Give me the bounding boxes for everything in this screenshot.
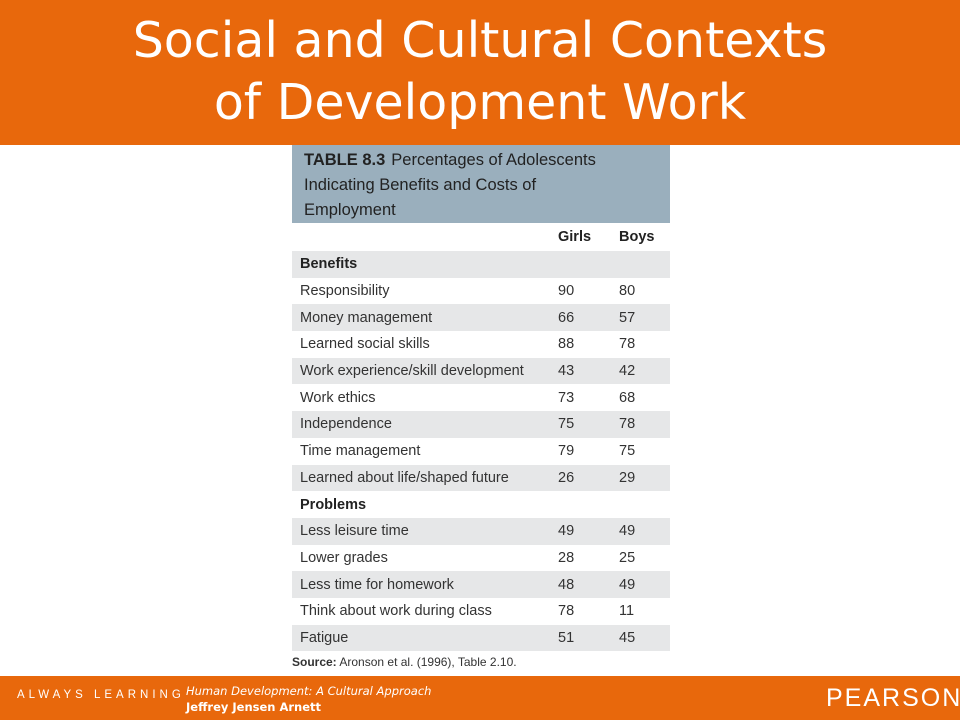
source-text: Aronson et al. (1996), Table 2.10. [339, 655, 517, 670]
column-header-row: Girls Boys [292, 223, 670, 251]
row-label: Money management [300, 309, 433, 326]
table-row: Learned about life/shaped future 26 29 [292, 464, 670, 492]
girls-value: 28 [558, 549, 575, 566]
boys-value: 11 [619, 603, 635, 620]
girls-value: 51 [558, 629, 575, 646]
column-header-boys: Boys [619, 229, 655, 245]
table-caption-line-2: Indicating Benefits and Costs of [304, 176, 537, 194]
boys-value: 29 [619, 469, 636, 486]
table-row: Responsibility 90 80 [292, 278, 670, 305]
section-header-benefits: Benefits [292, 251, 670, 278]
row-label: Work experience/skill development [300, 363, 524, 380]
table-row: Time management 79 75 [292, 438, 670, 465]
boys-value: 78 [619, 336, 636, 353]
section-label: Benefits [300, 256, 358, 273]
boys-value: 57 [619, 309, 636, 326]
data-table: TABLE 8.3 Percentages of Adolescents Indi… [292, 145, 670, 669]
boys-value: 68 [619, 389, 636, 406]
row-label: Think about work during class [300, 603, 492, 620]
footer-tagline: ALWAYS LEARNING [17, 689, 185, 701]
girls-value: 26 [558, 469, 575, 486]
problems-rows: Less leisure time 49 49 Lower grades 28 25 Les… [292, 517, 670, 652]
boys-value: 45 [619, 629, 636, 646]
row-label: Lower grades [300, 549, 388, 566]
boys-value: 49 [619, 576, 636, 593]
girls-value: 79 [558, 443, 575, 460]
source-label: Source: [292, 655, 337, 670]
table-row: Work experience/skill development 43 42 [292, 357, 670, 385]
table-source: Source: Aronson et al. (1996), Table 2.1… [292, 655, 670, 669]
girls-value: 75 [558, 416, 575, 433]
girls-value: 88 [558, 336, 575, 353]
table-number: TABLE 8.3 [304, 151, 386, 169]
table-row: Less time for homework 48 49 [292, 571, 670, 598]
girls-value: 43 [558, 363, 575, 380]
section-label: Problems [300, 496, 367, 513]
table-row: Learned social skills 88 78 [292, 331, 670, 358]
boys-value: 42 [619, 363, 636, 380]
row-label: Fatigue [300, 629, 349, 646]
girls-value: 73 [558, 389, 575, 406]
pearson-logo: PEARSON [826, 684, 960, 712]
table-row: Lower grades 28 25 [292, 545, 670, 572]
boys-value: 75 [619, 443, 636, 460]
column-header-girls: Girls [558, 229, 592, 245]
table-row: Fatigue 51 45 [292, 624, 670, 652]
slide-title-line-2: of Development Work [213, 74, 747, 131]
girls-value: 66 [558, 309, 575, 326]
slide-title-line-1: Social and Cultural Contexts [132, 12, 828, 69]
row-label: Learned social skills [300, 336, 430, 353]
girls-value: 90 [558, 283, 575, 300]
boys-value: 80 [619, 283, 636, 300]
row-label: Learned about life/shaped future [300, 469, 509, 486]
boys-value: 49 [619, 523, 636, 540]
table-row: Independence 75 78 [292, 411, 670, 438]
footer-book-title: Human Development: A Cultural Approach [186, 684, 432, 698]
row-label: Responsibility [300, 283, 390, 300]
table-caption-line-3: Employment [304, 201, 396, 219]
boys-value: 25 [619, 549, 636, 566]
row-label: Time management [300, 443, 421, 460]
table-row: Money management 66 57 [292, 304, 670, 332]
girls-value: 48 [558, 576, 575, 593]
table-caption-line-1: Percentages of Adolescents [391, 151, 596, 169]
footer-author: Jeffrey Jensen Arnett [186, 700, 322, 714]
row-label: Less time for homework [300, 576, 454, 593]
row-label: Work ethics [300, 389, 376, 406]
section-header-problems: Problems [292, 491, 670, 518]
benefits-rows: Responsibility 90 80 Money management 66 57 Le… [292, 278, 670, 492]
slide-title: Social and Cultural Contexts of Developm… [0, 10, 960, 134]
table-row: Work ethics 73 68 [292, 384, 670, 411]
boys-value: 78 [619, 416, 636, 433]
row-label: Independence [300, 416, 392, 433]
row-label: Less leisure time [300, 523, 409, 540]
girls-value: 49 [558, 523, 575, 540]
table-row: Less leisure time 49 49 [292, 517, 670, 545]
table-row: Think about work during class 78 11 [292, 598, 670, 625]
title-banner: Social and Cultural Contexts of Developm… [0, 0, 960, 145]
girls-value: 78 [558, 603, 575, 620]
footer-bar [0, 676, 960, 720]
table-caption: TABLE 8.3 Percentages of Adolescents Indi… [292, 145, 670, 223]
